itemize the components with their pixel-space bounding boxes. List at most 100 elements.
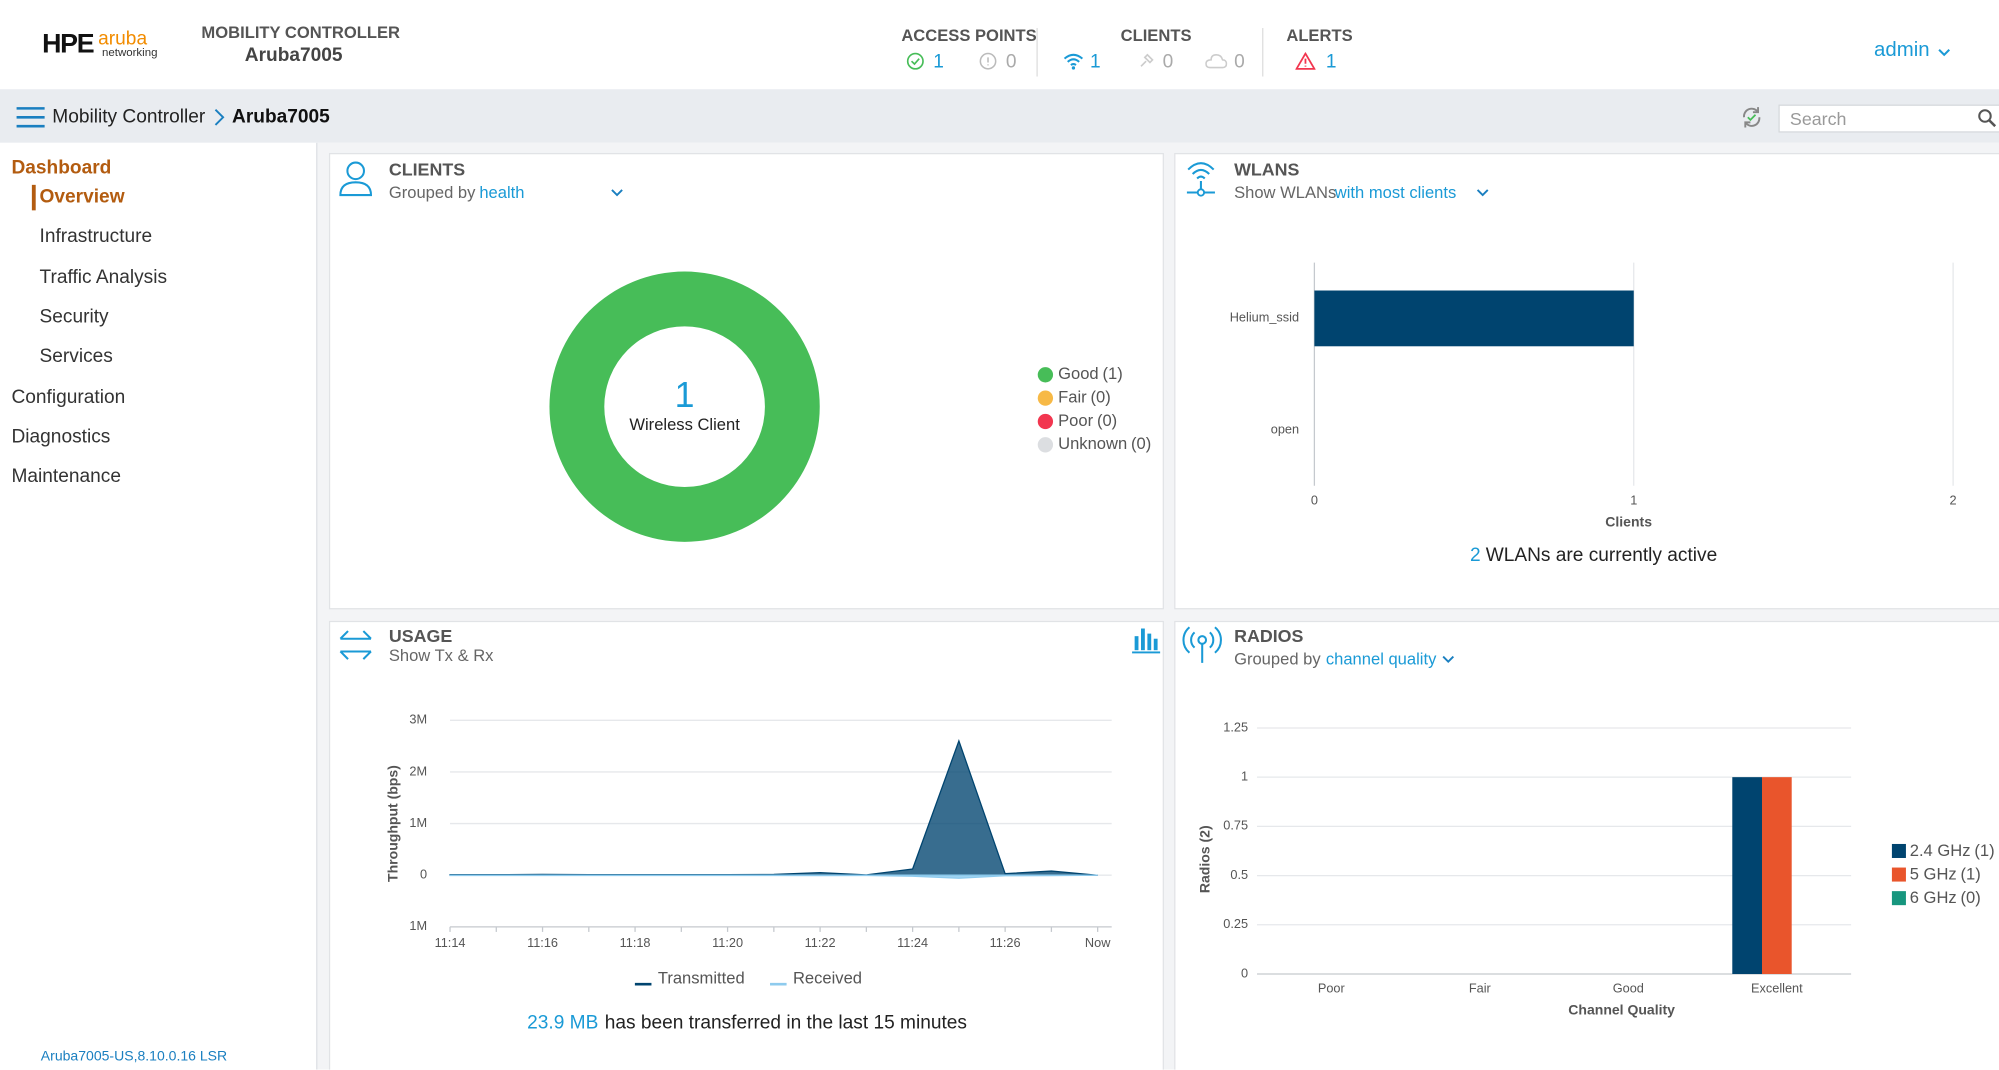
breadcrumb-item[interactable]: Mobility Controller — [52, 105, 206, 128]
legend-swatch — [1037, 390, 1054, 406]
clients-remote: 0 — [1234, 50, 1245, 73]
logo-sub: networking — [101, 45, 158, 59]
wired-icon — [1140, 53, 1154, 67]
legend-label: Transmitted — [658, 968, 745, 987]
panel-icon — [1187, 162, 1215, 180]
radios-chart: RADIOS Grouped by channel quality 0 0.25 0… — [1182, 626, 1995, 1018]
legend-label: Fair — [1058, 388, 1087, 407]
legend-swatch — [1037, 437, 1054, 453]
legend-value: (1) — [1974, 841, 1994, 860]
dropdown-chevron[interactable] — [1442, 655, 1455, 664]
version: Aruba7005-US,8.10.0.16 LSR — [40, 1049, 228, 1065]
summary-count: 2 — [1470, 545, 1481, 566]
center-value: 1 — [675, 375, 695, 415]
ap-label: ACCESS POINTS — [901, 25, 1037, 45]
panel-icon — [1182, 626, 1222, 663]
radios-panel: RADIOS Grouped by channel quality 0 0.25 0… — [1174, 620, 1999, 1070]
x-tick-label: 11:16 — [527, 935, 558, 950]
legend-label: 5 GHz — [1910, 865, 1957, 884]
legend-value: (0) — [1090, 388, 1110, 407]
alerts-label: ALERTS — [1286, 25, 1353, 45]
sidebar: Dashboard Overview Infrastructure Traffi… — [0, 142, 318, 1070]
y-tick-label: 3M — [409, 712, 427, 727]
search-placeholder: Search — [1789, 108, 1847, 129]
nav-section[interactable]: Maintenance — [11, 465, 121, 488]
filter-value[interactable]: with most clients — [1334, 183, 1457, 202]
x-tick-label: 2 — [1950, 492, 1957, 507]
clients-panel: CLIENTS Grouped by health Good (1) Fair (0)… — [328, 152, 1164, 610]
chart-toggle[interactable] — [1132, 628, 1161, 654]
filter-value[interactable]: channel quality — [1326, 650, 1437, 669]
clients-label: CLIENTS — [1120, 25, 1192, 45]
panel-icon — [339, 181, 373, 197]
panel-title: WLANS — [1234, 160, 1299, 180]
filter-value[interactable]: health — [479, 183, 524, 202]
panel-title: CLIENTS — [389, 160, 465, 180]
y-tick-label: 0.5 — [1230, 867, 1248, 882]
nav-item-active[interactable]: Overview — [39, 186, 125, 208]
nav-section[interactable]: Dashboard — [11, 156, 112, 179]
x-tick-label: Now — [1085, 935, 1111, 950]
y-axis-label: Throughput (bps) — [385, 765, 401, 882]
area — [449, 739, 1098, 876]
y-tick-label: 1.25 — [1223, 719, 1248, 734]
legend-value: (1) — [1102, 364, 1122, 383]
summary-text: has been transferred in the last 15 minu… — [605, 1013, 967, 1034]
legend-label: Received — [793, 968, 862, 987]
panel-icon — [1196, 188, 1206, 197]
y-tick-label: open — [1271, 421, 1299, 436]
x-tick-label: Excellent — [1751, 981, 1803, 996]
alerts-count: 1 — [1325, 50, 1337, 73]
divider — [1036, 28, 1038, 77]
menu-button[interactable] — [15, 105, 46, 130]
x-tick-label: Good — [1613, 981, 1644, 996]
search-box[interactable]: Search — [1778, 104, 1999, 133]
filter-label: Show WLANs — [1234, 183, 1336, 202]
refresh-button[interactable] — [1740, 106, 1763, 129]
legend-value: (0) — [1131, 434, 1151, 453]
logo-brand: HPE — [42, 29, 95, 59]
panel-icon — [346, 161, 365, 181]
nav-item[interactable]: Security — [39, 305, 109, 328]
clients-chart: CLIENTS Grouped by health Good (1)Fair (0)… — [339, 160, 1151, 542]
y-tick-label: 0 — [420, 867, 427, 882]
usage-chart: USAGE Show Tx & Rx 23.9 MB has been trans… — [339, 626, 1161, 1034]
y-tick-label: 2M — [409, 763, 427, 778]
user-chevron[interactable] — [1937, 46, 1952, 59]
x-tick-label: 11:26 — [990, 935, 1021, 950]
x-tick-label: 0 — [1311, 492, 1318, 507]
clients-wireless: 1 — [1090, 50, 1101, 73]
panel-icon — [1197, 635, 1208, 645]
legend-label: Poor — [1058, 411, 1093, 430]
nav-section[interactable]: Configuration — [11, 386, 126, 408]
dropdown-chevron[interactable] — [611, 189, 623, 197]
dropdown-chevron[interactable] — [1476, 189, 1489, 197]
y-tick-label: 1 — [1241, 769, 1248, 784]
nav-item[interactable]: Traffic Analysis — [39, 266, 168, 289]
remote-icon — [1205, 54, 1228, 69]
center-label: Wireless Client — [629, 415, 740, 434]
panel-subtitle: Show Tx & Rx — [389, 646, 494, 665]
alert-icon — [1295, 52, 1316, 70]
panel-title: USAGE — [389, 626, 453, 646]
nav-section[interactable]: Diagnostics — [11, 425, 111, 448]
logo-product: aruba — [98, 28, 148, 50]
legend-value: (0) — [1097, 411, 1117, 430]
legend-swatch — [1037, 413, 1054, 430]
area — [449, 874, 1098, 879]
summary: 23.9 MB has been transferred in the last … — [527, 1013, 967, 1034]
x-tick-label: 11:22 — [805, 935, 836, 950]
wireless-icon — [1063, 53, 1084, 70]
search-icon[interactable] — [1977, 108, 1997, 128]
bar — [1314, 290, 1634, 347]
summary-amount: 23.9 MB — [527, 1013, 598, 1034]
clients-wired: 0 — [1162, 50, 1174, 73]
x-tick-label: 11:20 — [712, 935, 743, 950]
wlans-panel: WLANS Show WLANs with most clients 2 WLAN… — [1174, 152, 1999, 610]
nav-item[interactable]: Services — [39, 345, 113, 368]
y-tick-label: 1M — [409, 815, 427, 830]
user-menu[interactable]: admin — [1874, 39, 1930, 62]
nav-item[interactable]: Infrastructure — [39, 225, 153, 248]
